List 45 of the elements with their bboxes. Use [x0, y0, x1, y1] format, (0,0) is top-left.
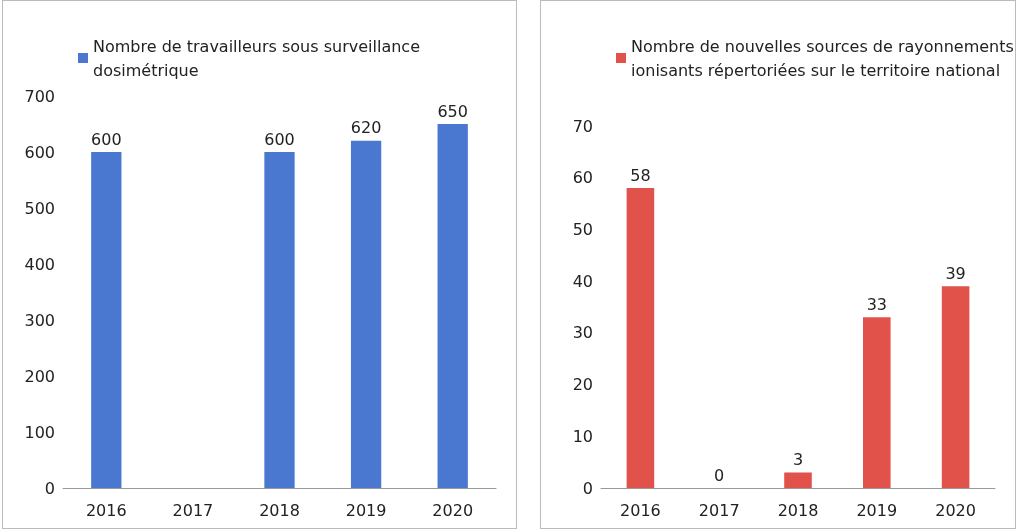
x-tick-label: 2017 [172, 500, 214, 520]
y-tick-label: 200 [24, 366, 55, 386]
x-tick-label: 2018 [777, 500, 819, 520]
data-label: 650 [437, 101, 468, 121]
bar [626, 188, 655, 488]
y-tick-label: 40 [572, 271, 593, 291]
x-tick-label: 2016 [620, 500, 661, 520]
y-tick-label: 30 [572, 323, 593, 343]
bar [784, 472, 812, 488]
legend-label: Nombre de nouvelles sources de rayonnements ionisants répertoriées sur le territoire national [631, 36, 1018, 80]
x-tick-label: 2017 [698, 500, 740, 520]
y-tick-label: 0 [582, 478, 593, 498]
y-tick-label: 700 [24, 86, 55, 106]
data-label: 600 [264, 129, 295, 149]
y-tick-label: 10 [572, 426, 593, 446]
bar [941, 286, 970, 488]
legend-label: Nombre de travailleurs sous surveillance dosimétrique [93, 36, 426, 80]
y-tick-label: 500 [24, 198, 55, 218]
y-tick-label: 400 [24, 254, 55, 274]
x-tick-label: 2016 [85, 500, 127, 520]
y-tick-label: 70 [572, 116, 593, 136]
x-tick-label: 2018 [259, 500, 300, 520]
bar [863, 317, 891, 488]
y-tick-label: 50 [572, 219, 593, 239]
x-tick-label: 2019 [345, 500, 387, 520]
data-label: 39 [945, 263, 966, 283]
data-label: 600 [91, 129, 122, 149]
x-tick-label: 2020 [432, 500, 474, 520]
bar [350, 140, 382, 488]
data-label: 33 [866, 294, 887, 314]
x-tick-label: 2019 [856, 500, 898, 520]
x-tick-label: 2020 [935, 500, 976, 520]
bar [91, 152, 122, 488]
bar [437, 124, 468, 488]
bar [264, 152, 295, 488]
data-label: 58 [630, 165, 651, 185]
data-label: 0 [714, 465, 725, 485]
data-label: 620 [350, 118, 382, 138]
y-tick-label: 0 [44, 478, 55, 498]
y-tick-label: 600 [24, 142, 55, 162]
y-tick-label: 20 [572, 375, 593, 395]
y-tick-label: 300 [24, 310, 55, 330]
y-tick-label: 60 [572, 168, 593, 188]
y-tick-label: 100 [24, 422, 55, 442]
data-label: 3 [792, 449, 804, 469]
